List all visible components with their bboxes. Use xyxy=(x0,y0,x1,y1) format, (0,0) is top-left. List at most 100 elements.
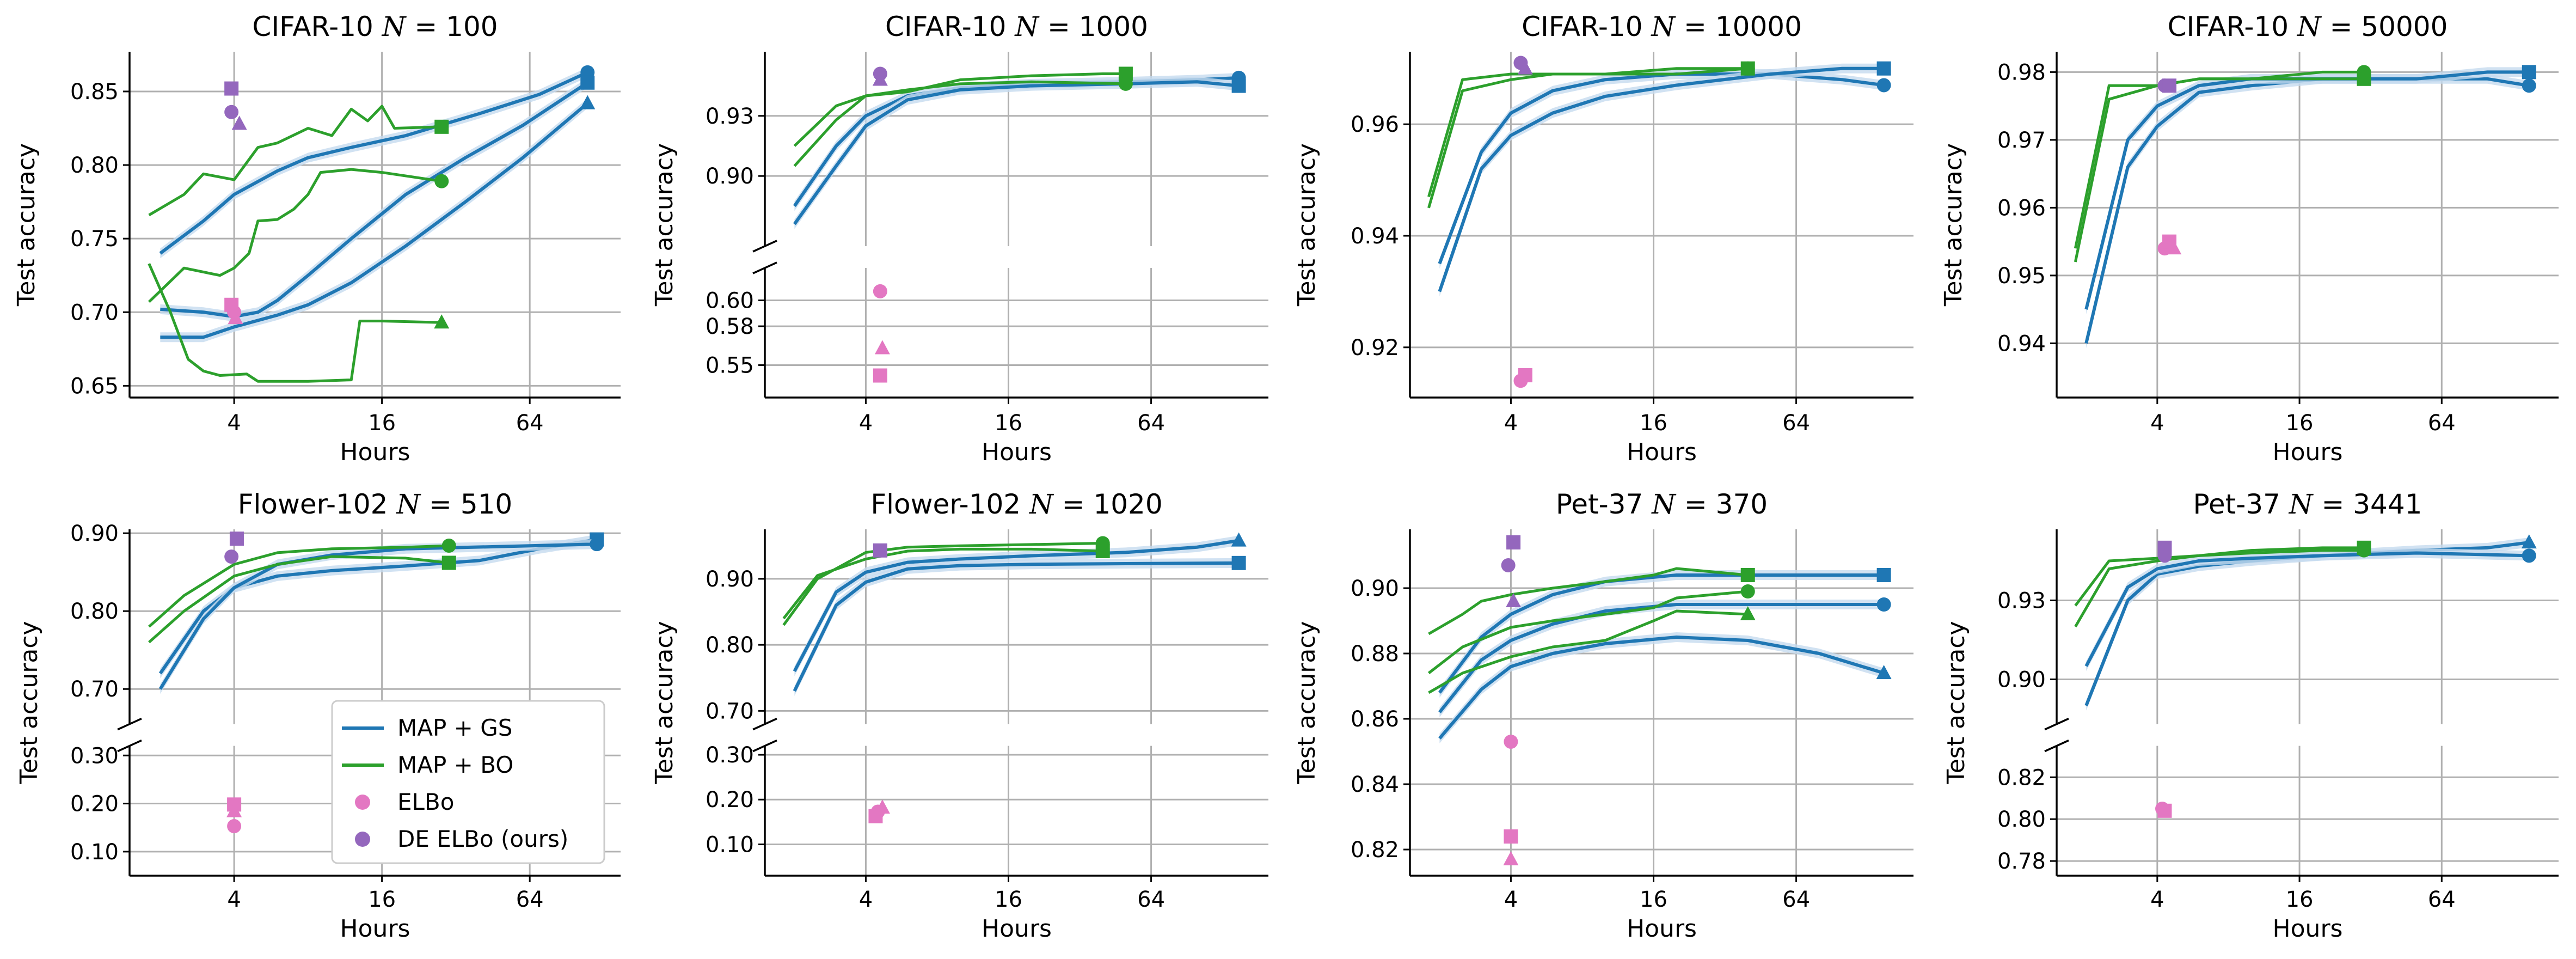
series-end-marker xyxy=(590,537,604,552)
series-line-bo xyxy=(2074,70,2364,262)
point-elbo xyxy=(874,340,890,355)
legend-frame xyxy=(331,700,605,864)
point-de xyxy=(224,105,239,119)
y-axis-label: Test accuracy xyxy=(1293,143,1321,307)
series-end-marker xyxy=(1740,568,1755,582)
chart-7: Pet-37 N = 370 0.82 0.84 0.86 0.88 0.90 4 16 64 H… xyxy=(1293,488,1913,943)
axis-break-mark xyxy=(752,740,777,753)
axis-break-mark xyxy=(752,261,777,274)
y-tick-label: 0.70 xyxy=(70,677,119,702)
panel-1: 0.65 0.70 0.75 0.80 0.85 xyxy=(70,52,621,399)
panel-1: 0.92 0.94 0.96 xyxy=(1351,52,1913,398)
series-band xyxy=(794,72,1239,211)
y-tick-label: 0.30 xyxy=(70,743,119,768)
y-axis-label: Test accuracy xyxy=(651,621,678,784)
series-end-marker xyxy=(434,314,450,329)
y-tick-label: 0.98 xyxy=(1997,60,2046,85)
series-line-gs xyxy=(1438,66,1884,292)
x-axis-label: Hours xyxy=(1627,438,1697,466)
series-line-gs xyxy=(2084,77,2530,344)
series-end-marker xyxy=(580,95,596,109)
series-band xyxy=(1439,600,1884,717)
series-line-gs xyxy=(1438,72,1885,265)
chart-6: Flower-102 N = 10200.700.800.900.100.200… xyxy=(651,488,1268,943)
y-tick-label: 0.82 xyxy=(1997,765,2046,790)
point-elbo xyxy=(227,819,242,834)
series-end-marker xyxy=(1231,532,1247,547)
point-elbo xyxy=(873,284,887,298)
y-tick-label: 0.75 xyxy=(70,227,119,252)
series-line-gs xyxy=(2084,551,2529,667)
series-end-marker xyxy=(1231,555,1246,570)
y-tick-label: 0.90 xyxy=(706,164,754,189)
chart-title: Flower-102 N = 510 xyxy=(238,488,513,520)
chart-1: CIFAR-10 N = 100 0.65 0.70 0.75 0.80 0.85 4 16 6… xyxy=(13,11,621,466)
series-line-bo xyxy=(2074,549,2364,628)
chart-8: Pet-37 N = 3441 0.90 0.93 0.78 0.80 0.82 4 16 64… xyxy=(1942,488,2559,943)
x-tick-label: 4 xyxy=(2150,887,2164,912)
legend-label: ELBo xyxy=(397,789,454,815)
y-tick-label: 0.78 xyxy=(1997,849,2046,874)
x-tick-label: 4 xyxy=(227,411,241,436)
chart-title: CIFAR-10 N = 50000 xyxy=(2168,11,2448,42)
title-n-number: 370 xyxy=(1716,488,1768,520)
series-end-marker xyxy=(434,119,449,134)
series-end-marker xyxy=(1876,568,1891,582)
panel-2: 0.55 0.580.60 xyxy=(706,268,1268,398)
series-band xyxy=(1439,63,1884,297)
series-line-gs xyxy=(1438,636,1885,740)
series-line-bo xyxy=(782,541,1103,626)
legend-item: DE ELBo (ours) xyxy=(355,826,568,852)
title-n-symbol: N xyxy=(2297,11,2322,42)
title-dataset: Pet-37 xyxy=(1556,488,1652,520)
chart-title: CIFAR-10 N = 10000 xyxy=(1522,11,1802,42)
series-end-marker xyxy=(2522,78,2536,93)
chart-title: Pet-37 N = 3441 xyxy=(2193,488,2422,520)
y-tick-label: 0.86 xyxy=(1351,707,1399,732)
y-tick-label: 0.10 xyxy=(706,832,754,857)
title-n-symbol: N xyxy=(1651,488,1677,520)
panel-1: 0.82 0.84 0.86 0.88 0.90 xyxy=(1351,529,1913,876)
x-tick-label: 16 xyxy=(1640,887,1667,912)
y-tick-label: 0.93 xyxy=(706,104,754,129)
title-dataset: CIFAR-10 xyxy=(2168,11,2297,42)
title-n-symbol: N xyxy=(1014,11,1040,42)
series-line-bo xyxy=(782,547,1103,620)
title-n-symbol: N xyxy=(1029,488,1054,520)
x-axis-label: Hours xyxy=(982,915,1052,943)
x-tick-label: 4 xyxy=(2150,411,2164,436)
axis-break-mark xyxy=(117,740,142,753)
series-line-bo xyxy=(1428,609,1748,694)
y-tick-label: 0.90 xyxy=(1351,576,1399,601)
series-line-bo xyxy=(148,544,449,628)
point-elbo xyxy=(1504,735,1518,749)
x-tick-label: 4 xyxy=(859,411,873,436)
y-axis-label: Test accuracy xyxy=(1293,621,1321,784)
axis-break-mark xyxy=(2044,718,2069,731)
chart-4: CIFAR-10 N = 50000 0.94 0.95 0.96 0.97 0.98 4 1… xyxy=(1940,11,2559,466)
title-dataset: Flower-102 xyxy=(870,488,1029,520)
series-end-marker xyxy=(2357,65,2371,80)
series-end-marker xyxy=(1740,606,1756,620)
series-end-marker xyxy=(434,174,449,188)
series-line-bo xyxy=(148,555,450,644)
y-tick-label: 0.94 xyxy=(1351,224,1399,249)
series-line-bo xyxy=(148,105,442,217)
x-tick-label: 16 xyxy=(2286,887,2314,912)
y-tick-label: 0.90 xyxy=(1997,667,2046,692)
x-tick-label: 64 xyxy=(516,887,544,912)
panel-2: 0.78 0.80 0.82 xyxy=(1997,746,2559,876)
series-line-bo xyxy=(1428,567,1748,636)
point-elbo xyxy=(868,809,883,823)
y-tick-label: 0.60 xyxy=(706,289,754,314)
title-n-number: 1020 xyxy=(1093,488,1162,520)
y-tick-label: 0.65 xyxy=(70,374,119,399)
y-tick-label: 0.95 xyxy=(1997,264,2046,289)
point-de xyxy=(873,543,887,558)
point-elbo xyxy=(2157,803,2172,818)
axis-break-mark xyxy=(752,718,777,731)
series-line-gs xyxy=(793,539,1240,673)
x-tick-label: 64 xyxy=(1137,887,1165,912)
point-de xyxy=(2162,78,2177,93)
title-n-number: 1000 xyxy=(1079,11,1148,42)
